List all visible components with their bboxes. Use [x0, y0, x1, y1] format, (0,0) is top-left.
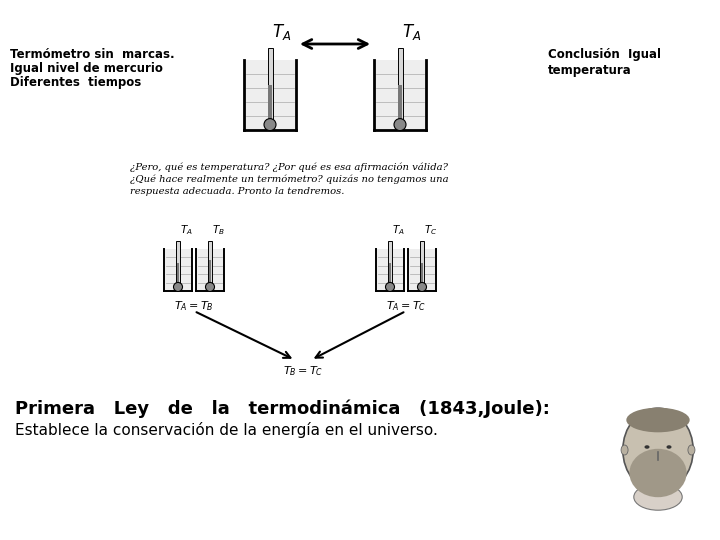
- Bar: [196, 249, 224, 291]
- Ellipse shape: [205, 282, 215, 292]
- Bar: [244, 60, 296, 130]
- Ellipse shape: [688, 445, 695, 455]
- Text: Termómetro sin  marcas.: Termómetro sin marcas.: [10, 48, 175, 61]
- Ellipse shape: [623, 408, 693, 492]
- Ellipse shape: [634, 484, 683, 510]
- Ellipse shape: [667, 446, 672, 449]
- Ellipse shape: [644, 446, 649, 449]
- Text: Conclusión  Igual: Conclusión Igual: [548, 48, 661, 61]
- Text: Igual nivel de mercurio: Igual nivel de mercurio: [10, 62, 163, 75]
- Bar: [408, 249, 436, 291]
- Ellipse shape: [629, 449, 687, 497]
- Bar: [398, 84, 402, 121]
- Text: Diferentes  tiempos: Diferentes tiempos: [10, 76, 141, 89]
- Bar: [420, 241, 424, 284]
- Bar: [397, 48, 402, 121]
- Text: Primera   Ley   de   la   termodinámica   (1843,Joule):: Primera Ley de la termodinámica (1843,Jo…: [15, 400, 550, 418]
- Ellipse shape: [626, 408, 690, 433]
- Text: $T_A$: $T_A$: [402, 22, 421, 42]
- Bar: [389, 262, 391, 284]
- Bar: [176, 241, 180, 284]
- Text: $T_A$: $T_A$: [180, 223, 193, 237]
- Bar: [268, 48, 272, 121]
- Ellipse shape: [418, 282, 426, 292]
- Bar: [208, 241, 212, 284]
- Bar: [177, 262, 179, 284]
- Bar: [388, 241, 392, 284]
- Text: $T_B$: $T_B$: [212, 223, 225, 237]
- Bar: [376, 249, 404, 291]
- Bar: [421, 262, 423, 284]
- Text: ¿Pero, qué es temperatura? ¿Por qué es esa afirmación válida?: ¿Pero, qué es temperatura? ¿Por qué es e…: [130, 163, 448, 172]
- Text: $T_B = T_C$: $T_B = T_C$: [283, 364, 323, 378]
- Ellipse shape: [385, 282, 395, 292]
- Text: ¿Qué hace realmente un termómetro? quizás no tengamos una: ¿Qué hace realmente un termómetro? quizá…: [130, 175, 449, 185]
- Bar: [268, 84, 272, 121]
- Bar: [209, 260, 211, 284]
- Bar: [374, 60, 426, 130]
- Ellipse shape: [174, 282, 182, 292]
- Ellipse shape: [621, 445, 628, 455]
- Text: temperatura: temperatura: [548, 64, 631, 77]
- Bar: [164, 249, 192, 291]
- Ellipse shape: [394, 119, 406, 131]
- Text: $T_A = T_B$: $T_A = T_B$: [174, 299, 214, 313]
- Text: Establece la conservación de la energía en el universo.: Establece la conservación de la energía …: [15, 422, 438, 438]
- Text: $T_C$: $T_C$: [424, 223, 437, 237]
- Text: respuesta adecuada. Pronto la tendremos.: respuesta adecuada. Pronto la tendremos.: [130, 187, 344, 196]
- Text: $T_A$: $T_A$: [272, 22, 292, 42]
- Ellipse shape: [264, 119, 276, 131]
- Text: $T_A = T_C$: $T_A = T_C$: [386, 299, 426, 313]
- Text: $T_A$: $T_A$: [392, 223, 405, 237]
